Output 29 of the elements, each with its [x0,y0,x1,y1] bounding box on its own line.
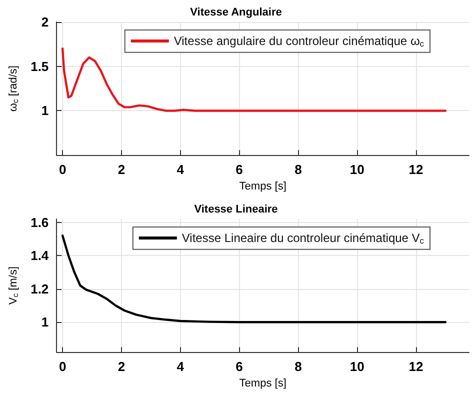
x-tick-label: 4 [176,359,185,374]
x-tick-label: 0 [58,162,66,178]
x-axis-title: Temps [s] [239,180,286,192]
y-tick-label: 1 [41,314,49,330]
x-tick-label: 10 [350,359,364,374]
legend-label: Vitesse Lineaire du controleur cinématique Vc [182,231,424,246]
x-tick-label: 8 [294,359,302,374]
x-tick-label: 12 [408,162,424,178]
chart-title: Vitesse Angulaire [190,6,282,18]
y-tick-label: 1.4 [30,248,50,264]
x-tick-label: 8 [294,162,302,178]
line-series [61,48,447,112]
y-tick-label: 2 [41,14,49,30]
y-tick-label: 1.2 [30,281,49,296]
x-tick-label: 0 [58,359,66,374]
y-tick-label: 1.5 [30,58,49,74]
legend-label: Vitesse angulaire du controleur cinématique ωc [174,34,424,48]
x-tick-label: 6 [236,162,243,178]
x-tick-label: 4 [176,162,185,178]
line-series [61,234,447,324]
y-tick-label: 1 [41,103,49,118]
x-tick-label: 2 [118,162,126,178]
y-tick-label: 1.6 [30,214,49,230]
x-tick-label: 2 [118,359,126,374]
x-tick-label: 12 [408,359,424,374]
x-tick-label: 10 [350,162,364,178]
chart-title: Vitesse Lineaire [194,204,278,216]
x-axis-title: Temps [s] [239,378,286,390]
x-tick-label: 6 [236,359,243,374]
